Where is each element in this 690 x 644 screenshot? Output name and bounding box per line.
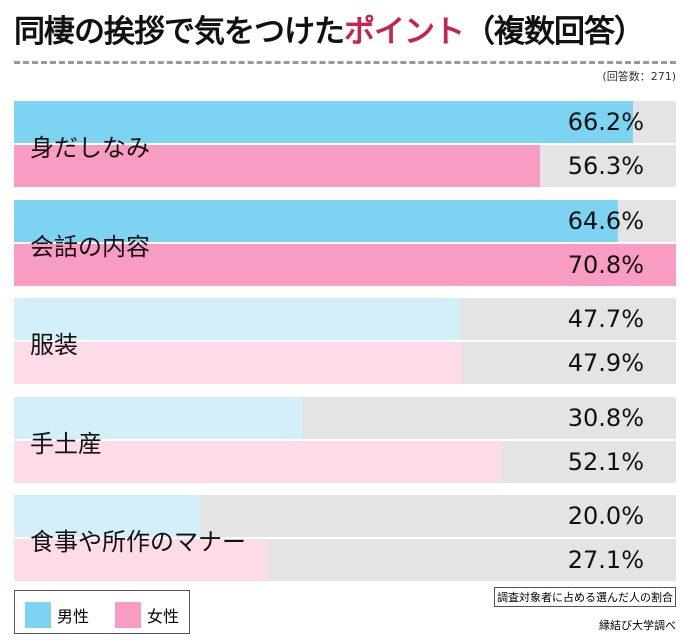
title-suffix: （複数回答） bbox=[464, 14, 645, 50]
bar-male bbox=[14, 298, 460, 340]
bar-track: 20.0% bbox=[14, 495, 676, 537]
bar-track: 47.9% bbox=[14, 342, 676, 384]
legend: 男性 女性 bbox=[14, 590, 190, 634]
bar-male bbox=[14, 101, 633, 143]
bar-female bbox=[14, 342, 462, 384]
chart-title: 同棲の挨拶で気をつけたポイント（複数回答） bbox=[14, 6, 645, 51]
data-label: 20.0% bbox=[567, 502, 644, 530]
legend-label-female: 女性 bbox=[147, 607, 180, 626]
data-label: 66.2% bbox=[567, 108, 644, 136]
category-label: 服装 bbox=[30, 331, 78, 359]
bar-male bbox=[14, 396, 302, 439]
data-label: 47.9% bbox=[567, 349, 644, 377]
data-label: 64.6% bbox=[567, 206, 644, 235]
data-label: 47.7% bbox=[567, 305, 644, 333]
legend-label-male: 男性 bbox=[57, 607, 90, 626]
bar-female bbox=[14, 539, 268, 581]
data-label: 70.8% bbox=[567, 250, 644, 279]
data-label: 52.1% bbox=[567, 447, 644, 476]
bar-female bbox=[14, 440, 502, 483]
category-label: 手土産 bbox=[30, 429, 102, 458]
note: 調査対象者に占める選んだ人の割合 bbox=[494, 587, 676, 607]
category-label: 食事や所作のマナー bbox=[30, 528, 246, 556]
bar-track: 70.8% bbox=[14, 243, 676, 286]
bar-female bbox=[14, 145, 541, 187]
title-highlight: ポイント bbox=[344, 14, 465, 50]
category-label: 会話の内容 bbox=[30, 232, 150, 261]
bar-track: 66.2% bbox=[14, 101, 676, 143]
source: 縁結び大学調べ bbox=[599, 619, 676, 632]
bar-male bbox=[14, 495, 201, 537]
title-main: 同棲の挨拶で気をつけた bbox=[14, 14, 345, 50]
divider bbox=[14, 61, 676, 64]
bar-track: 47.7% bbox=[14, 298, 676, 340]
category-label: 身だしなみ bbox=[30, 134, 150, 162]
data-label: 56.3% bbox=[567, 152, 644, 180]
bar-track: 52.1% bbox=[14, 440, 676, 483]
respondent-count: (回答数：271) bbox=[602, 70, 676, 83]
bar-male bbox=[14, 199, 619, 242]
bar-track: 56.3% bbox=[14, 145, 676, 187]
bar-track: 30.8% bbox=[14, 396, 676, 439]
data-label: 27.1% bbox=[567, 546, 644, 574]
bar-track: 27.1% bbox=[14, 539, 676, 581]
legend-swatch-male bbox=[25, 602, 51, 628]
bar-female bbox=[14, 243, 676, 286]
bar-track: 64.6% bbox=[14, 199, 676, 242]
data-label: 30.8% bbox=[567, 403, 644, 432]
legend-swatch-female bbox=[115, 602, 141, 628]
